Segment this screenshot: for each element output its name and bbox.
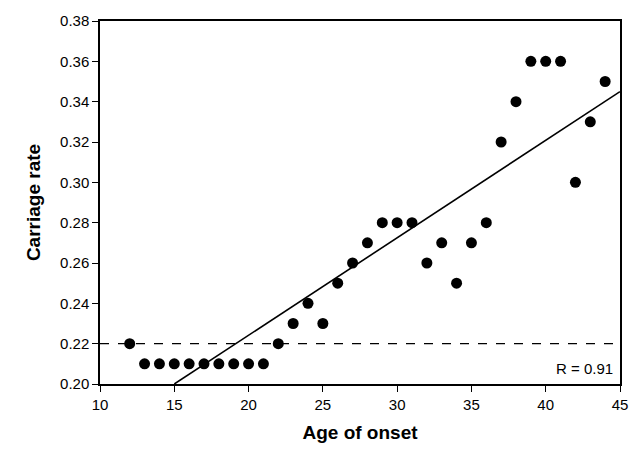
svg-text:0.30: 0.30 <box>60 174 89 191</box>
svg-text:Age of onset: Age of onset <box>302 422 418 443</box>
svg-text:10: 10 <box>92 396 109 413</box>
svg-text:0.38: 0.38 <box>60 12 89 29</box>
svg-text:45: 45 <box>612 396 629 413</box>
svg-text:15: 15 <box>166 396 183 413</box>
svg-text:Carriage rate: Carriage rate <box>23 144 44 261</box>
svg-text:0.36: 0.36 <box>60 53 89 70</box>
svg-text:0.28: 0.28 <box>60 214 89 231</box>
svg-text:0.26: 0.26 <box>60 254 89 271</box>
svg-text:0.34: 0.34 <box>60 93 89 110</box>
svg-text:25: 25 <box>315 396 332 413</box>
svg-text:35: 35 <box>463 396 480 413</box>
svg-text:0.20: 0.20 <box>60 375 89 392</box>
svg-text:0.24: 0.24 <box>60 295 89 312</box>
svg-text:0.22: 0.22 <box>60 335 89 352</box>
svg-text:20: 20 <box>240 396 257 413</box>
svg-text:30: 30 <box>389 396 406 413</box>
svg-text:R = 0.91: R = 0.91 <box>556 360 613 377</box>
svg-text:40: 40 <box>537 396 554 413</box>
svg-text:0.32: 0.32 <box>60 133 89 150</box>
